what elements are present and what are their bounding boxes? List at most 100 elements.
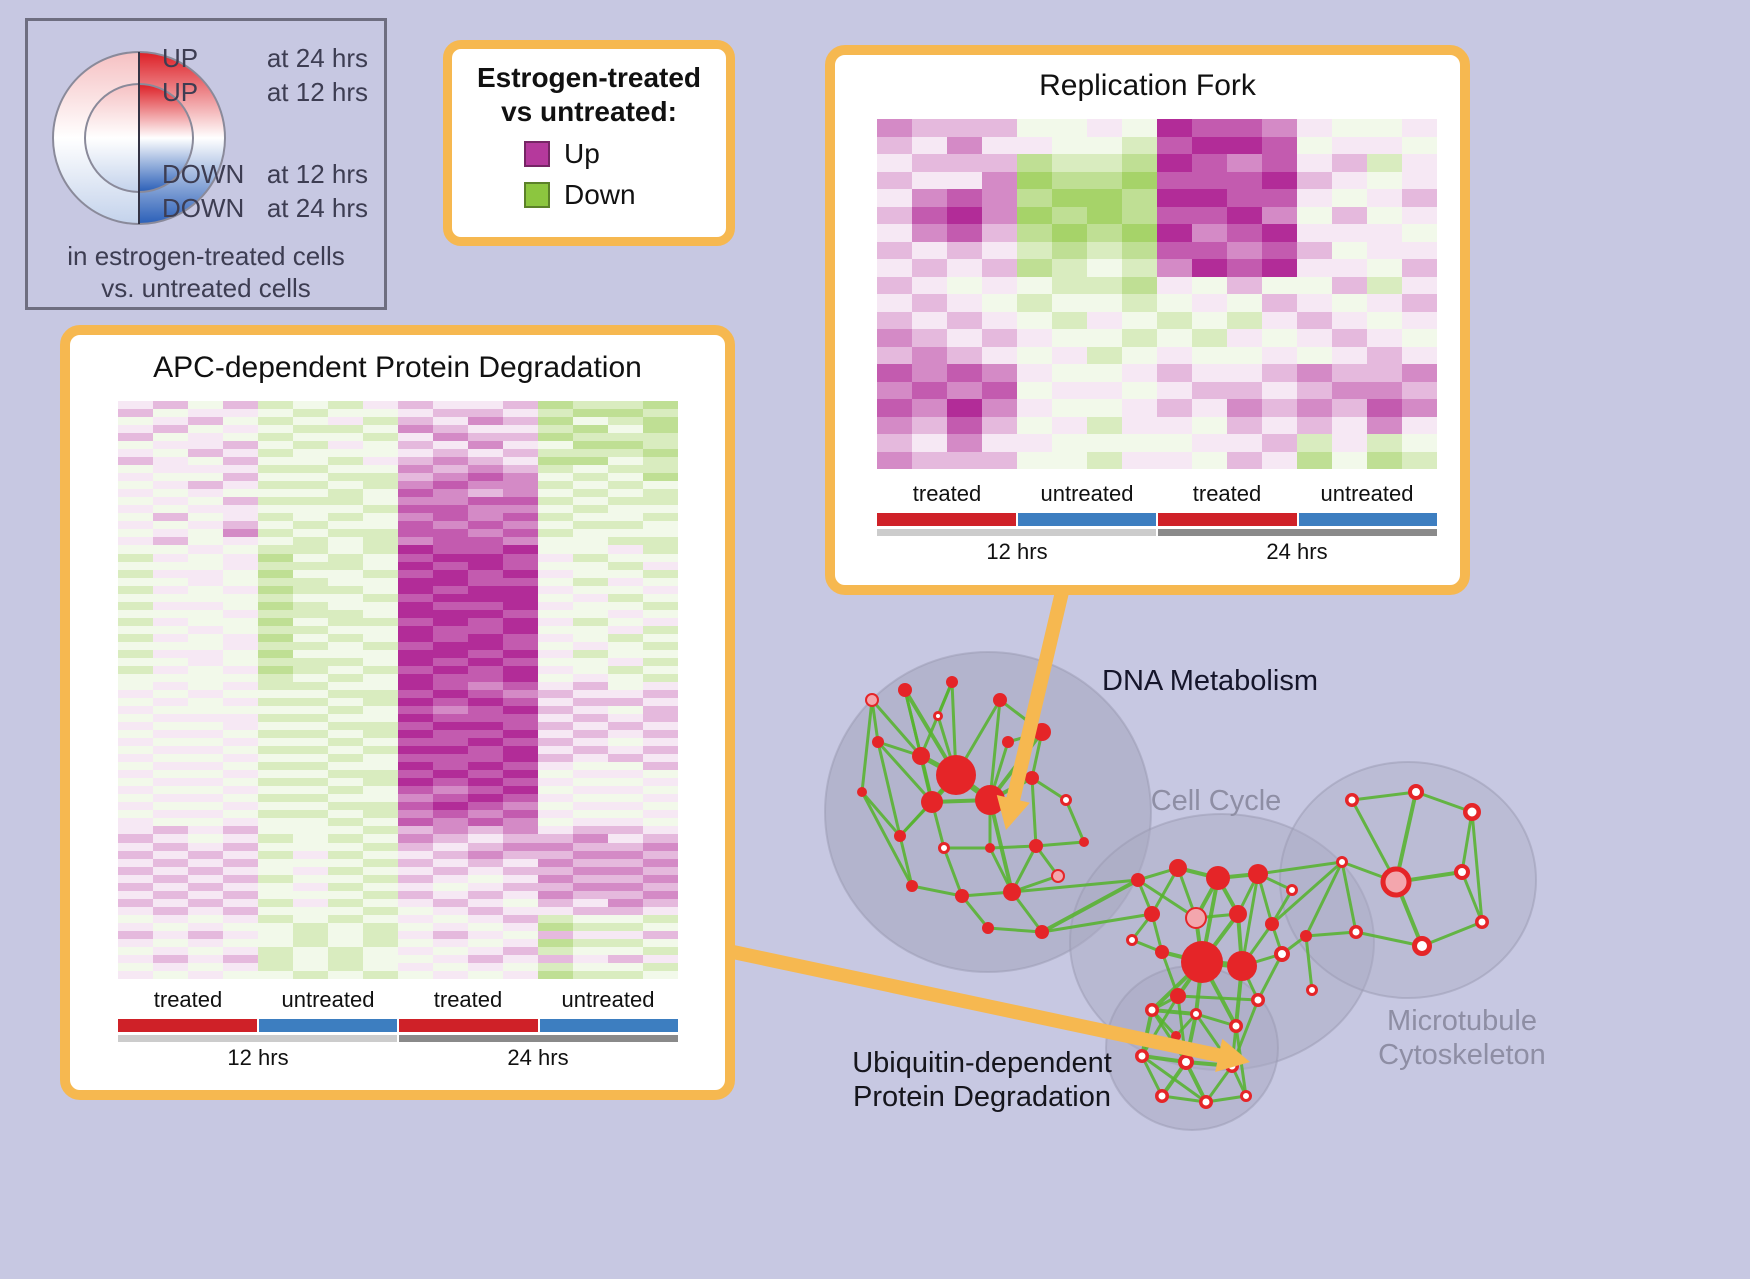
heatmap-cell xyxy=(328,842,363,851)
heatmap-cell xyxy=(538,593,573,602)
heatmap-cell xyxy=(573,617,608,626)
heatmap-cell xyxy=(1297,189,1332,207)
heatmap-cell xyxy=(188,689,223,699)
heatmap-cell xyxy=(223,489,258,498)
ring-time-down12: at 12 hrs xyxy=(266,159,368,189)
heatmap-cell xyxy=(608,529,643,538)
heatmap-cell xyxy=(608,425,643,434)
heatmap-cell xyxy=(398,601,433,610)
heatmap-cell xyxy=(468,633,503,642)
heatmap-cell xyxy=(293,641,328,650)
heatmap-cell xyxy=(398,425,433,434)
heatmap-cell xyxy=(573,698,608,707)
heatmap-cell xyxy=(398,898,433,907)
heatmap-cell xyxy=(188,649,223,658)
heatmap-cell xyxy=(328,681,363,690)
heatmap-cell xyxy=(153,529,188,538)
heatmap-cell xyxy=(912,311,947,329)
heatmap-cell xyxy=(293,537,328,546)
heatmap-cell xyxy=(188,665,223,674)
heatmap-cell xyxy=(153,537,188,546)
heatmap-cell xyxy=(468,497,503,506)
heatmap-cell xyxy=(643,818,678,827)
heatmap-cell xyxy=(1402,154,1437,172)
heatmap-cell xyxy=(433,441,468,450)
heatmap-cell xyxy=(363,802,398,811)
network-node xyxy=(1185,907,1207,929)
heatmap-cell xyxy=(573,794,608,803)
heatmap-cell xyxy=(223,898,258,907)
heatmap-cell xyxy=(468,473,503,482)
network-edge xyxy=(1007,730,1043,744)
heatmap-cell xyxy=(1262,399,1297,417)
heatmap-cell xyxy=(1122,294,1157,312)
heatmap-cell xyxy=(118,505,153,514)
network-node xyxy=(1199,1095,1213,1109)
network-edge xyxy=(1141,1054,1187,1064)
heatmap-cell xyxy=(398,858,433,867)
heatmap-cell xyxy=(608,561,643,570)
heatmap-cell xyxy=(328,778,363,787)
heatmap-cell xyxy=(328,673,363,682)
heatmap-cell xyxy=(223,930,258,939)
heatmap-cell xyxy=(188,673,223,682)
heatmap-cell xyxy=(1192,294,1227,312)
heatmap-cell xyxy=(153,417,188,426)
heatmap-cell xyxy=(503,585,538,594)
heatmap-cell xyxy=(538,561,573,570)
heatmap-cell xyxy=(503,802,538,811)
heatmap-cell xyxy=(188,858,223,867)
heatmap-cell xyxy=(503,561,538,570)
network-edge xyxy=(988,799,1014,893)
heatmap-cell xyxy=(223,633,258,642)
heatmap-cell xyxy=(223,866,258,875)
network-edge xyxy=(1281,934,1307,956)
network-edge xyxy=(1257,860,1343,876)
heatmap-cell xyxy=(363,497,398,506)
group-label: treated xyxy=(153,987,223,1012)
heatmap-cell xyxy=(328,946,363,955)
network-edge xyxy=(1140,1009,1154,1057)
heatmap-cell xyxy=(1052,189,1087,207)
heatmap-cell xyxy=(503,633,538,642)
heatmap-cell xyxy=(188,409,223,418)
network-edge xyxy=(1240,873,1260,967)
heatmap-cell xyxy=(328,730,363,739)
heatmap-cell xyxy=(1262,311,1297,329)
heatmap-cell xyxy=(153,609,188,618)
apc-sample-bars xyxy=(118,1019,678,1032)
heatmap-cell xyxy=(153,954,188,963)
heatmap-cell xyxy=(118,970,153,979)
network-edge xyxy=(1041,878,1139,934)
heatmap-cell xyxy=(328,601,363,610)
heatmap-cell xyxy=(188,962,223,971)
heatmap-cell xyxy=(608,593,643,602)
heatmap-cell xyxy=(1087,224,1122,242)
heatmap-cell xyxy=(573,409,608,418)
heatmap-cell xyxy=(573,906,608,915)
heatmap-cell xyxy=(538,673,573,682)
heatmap-cell xyxy=(328,722,363,731)
heatmap-cell xyxy=(1087,364,1122,382)
heatmap-cell xyxy=(153,681,188,690)
heatmap-cell xyxy=(538,890,573,899)
network-edge xyxy=(1035,840,1085,848)
heatmap-cell xyxy=(363,914,398,923)
heatmap-cell xyxy=(223,521,258,530)
heatmap-cell xyxy=(1087,311,1122,329)
heatmap-cell xyxy=(608,569,643,578)
heatmap-cell xyxy=(608,962,643,971)
heatmap-cell xyxy=(363,762,398,771)
network-edge xyxy=(1030,777,1038,847)
heatmap-cell xyxy=(1227,434,1262,452)
heatmap-cell xyxy=(118,561,153,570)
heatmap-cell xyxy=(328,641,363,650)
heatmap-cell xyxy=(223,794,258,803)
network-edge xyxy=(1194,877,1220,919)
heatmap-cell xyxy=(1262,206,1297,224)
heatmap-cell xyxy=(293,922,328,931)
heatmap-cell xyxy=(643,738,678,747)
heatmap-cell xyxy=(573,762,608,771)
heatmap-cell xyxy=(468,874,503,883)
heatmap-cell xyxy=(947,416,982,434)
